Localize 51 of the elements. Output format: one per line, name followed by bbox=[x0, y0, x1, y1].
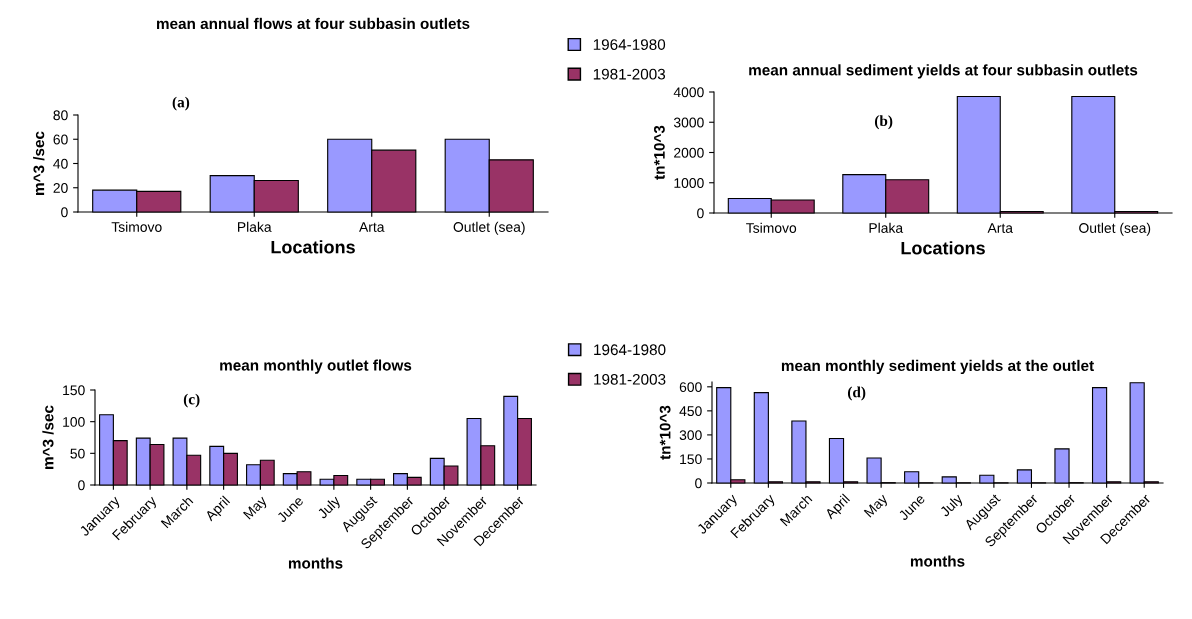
y-tick-label: 0 bbox=[61, 207, 68, 218]
x-tick-label: Arta bbox=[987, 223, 1013, 233]
x-tick-label: Plaka bbox=[238, 221, 272, 232]
y-tick-label: 0 bbox=[78, 480, 85, 491]
y-tick-label: 3000 bbox=[673, 117, 704, 128]
x-axis-title: months bbox=[288, 557, 343, 569]
y-tick-label: 100 bbox=[63, 417, 85, 427]
y-axis-title: m^3 /sec bbox=[42, 405, 54, 469]
y-tick-label: 40 bbox=[53, 158, 68, 169]
chart-title: mean annual sediment yields at four subbasin outlets bbox=[749, 64, 1138, 79]
y-tick-label: 150 bbox=[680, 454, 702, 465]
y-axis-title: tn*10^3 bbox=[659, 405, 671, 460]
annotation: (b) bbox=[874, 115, 893, 130]
y-tick-label: 2000 bbox=[674, 147, 704, 158]
y-axis-title: tn*10^3 bbox=[653, 125, 665, 180]
x-tick-label: May bbox=[863, 493, 891, 520]
y-tick-label: 450 bbox=[679, 406, 702, 417]
x-tick-label: Tsimovo bbox=[111, 221, 162, 232]
x-axis-title: Locations bbox=[271, 240, 355, 254]
legend-label: 1981-2003 bbox=[593, 68, 666, 80]
text: (a) bbox=[172, 96, 190, 111]
legend-label: 1981-2003 bbox=[594, 373, 666, 385]
annotation: (d) bbox=[847, 386, 866, 401]
y-tick-label: 1000 bbox=[674, 178, 704, 188]
legend-label: 1964-1980 bbox=[593, 39, 666, 50]
chart-title: mean monthly outlet flows bbox=[220, 359, 412, 374]
y-tick-label: 80 bbox=[53, 110, 68, 121]
y-tick-label: 4000 bbox=[673, 87, 704, 98]
x-axis-title: Locations bbox=[901, 241, 985, 255]
x-tick-label: Arta bbox=[359, 222, 385, 232]
x-tick-label: July bbox=[938, 492, 966, 520]
x-tick-label: July bbox=[316, 494, 344, 522]
y-tick-label: 0 bbox=[695, 478, 702, 489]
x-tick-label: Outlet (sea) bbox=[453, 221, 525, 235]
y-tick-label: 0 bbox=[697, 208, 704, 219]
x-tick-label: May bbox=[242, 495, 270, 522]
y-tick-label: 600 bbox=[679, 382, 702, 392]
x-tick-label: Plaka bbox=[869, 222, 904, 233]
x-tick-label: Tsimovo bbox=[746, 222, 797, 233]
annotation: (c) bbox=[183, 393, 200, 408]
chart-title: mean monthly sediment yields at the outlet bbox=[781, 359, 1094, 375]
y-tick-label: 20 bbox=[53, 183, 68, 193]
x-tick-label: Outlet (sea) bbox=[1079, 222, 1151, 236]
y-tick-label: 300 bbox=[679, 430, 702, 441]
y-axis-title: m^3 /sec bbox=[33, 131, 45, 195]
legend-label: 1964-1980 bbox=[594, 344, 666, 356]
y-tick-label: 150 bbox=[63, 385, 85, 396]
y-tick-label: 50 bbox=[70, 448, 85, 459]
y-tick-label: 60 bbox=[53, 134, 68, 145]
chart-title: mean annual flows at four subbasin outlets bbox=[156, 17, 470, 30]
x-axis-title: months bbox=[910, 555, 965, 567]
